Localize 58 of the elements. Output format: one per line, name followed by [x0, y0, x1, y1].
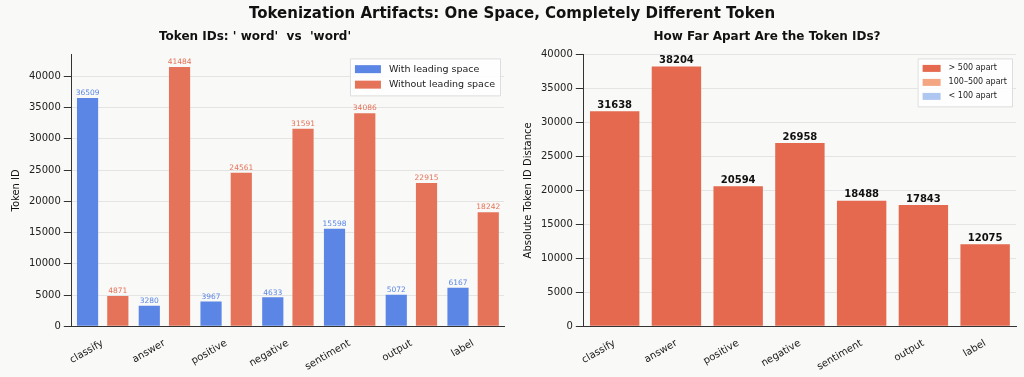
y-axis-title: Token ID	[9, 168, 21, 213]
y-tick-label: 35000	[29, 101, 61, 113]
legend-label: 100–500 apart	[948, 77, 1007, 87]
x-tick-label: label	[961, 336, 988, 359]
y-tick-label: 5000	[547, 285, 573, 297]
bar	[200, 301, 222, 326]
bar	[323, 228, 346, 326]
x-tick-label: label	[449, 336, 476, 359]
y-tick-label: 5000	[35, 288, 61, 300]
bar	[651, 66, 702, 326]
y-tick-label: 10000	[541, 251, 573, 263]
data-label: 38204	[659, 54, 694, 66]
y-tick-label: 10000	[29, 257, 61, 269]
y-tick-label: 25000	[541, 149, 573, 161]
bar	[262, 297, 284, 326]
bar	[447, 287, 469, 326]
data-label: 17843	[905, 192, 941, 204]
data-label: 20594	[720, 173, 756, 185]
bar	[836, 200, 887, 326]
bar	[354, 113, 376, 326]
y-tick-label: 15000	[541, 217, 573, 229]
y-axis-title: Absolute Token ID Distance	[521, 122, 533, 259]
y-tick-label: 20000	[541, 183, 573, 195]
legend-label: With leading space	[388, 62, 480, 74]
data-label: 18488	[844, 188, 880, 200]
bar	[477, 212, 499, 326]
bar	[960, 244, 1010, 326]
bar	[775, 143, 825, 326]
y-tick-label: 35000	[541, 81, 573, 93]
bar	[230, 172, 252, 326]
bar	[589, 111, 640, 326]
y-tick-label: 20000	[29, 194, 61, 206]
y-tick-label: 30000	[541, 115, 573, 127]
legend-label: < 100 apart	[948, 91, 997, 101]
y-tick-label: 0	[566, 319, 573, 331]
chart-title: How Far Apart Are the Token IDs?	[653, 29, 881, 44]
y-tick-label: 0	[54, 319, 61, 331]
chart-title: Token IDs: ' word' vs 'word'	[158, 29, 352, 44]
text: Tokenization Artifacts: One Space, Completely Different Token	[247, 4, 777, 22]
legend-label: > 500 apart	[948, 63, 997, 73]
bar	[898, 205, 949, 326]
bar	[292, 128, 314, 326]
bar	[713, 186, 763, 326]
bar	[138, 305, 160, 326]
y-tick-label: 25000	[29, 163, 61, 175]
y-tick-label: 15000	[29, 226, 61, 238]
data-label: 31638	[597, 98, 633, 110]
bar	[415, 183, 438, 326]
data-label: 12075	[967, 231, 1003, 243]
bar	[107, 295, 129, 326]
data-label: 26958	[782, 130, 818, 142]
bar	[76, 98, 99, 326]
y-tick-label: 30000	[29, 132, 61, 144]
y-tick-label: 40000	[541, 47, 573, 59]
y-tick-label: 40000	[29, 69, 61, 81]
bar	[168, 67, 191, 326]
bar	[385, 294, 407, 326]
legend-label: Without leading space	[388, 78, 496, 90]
